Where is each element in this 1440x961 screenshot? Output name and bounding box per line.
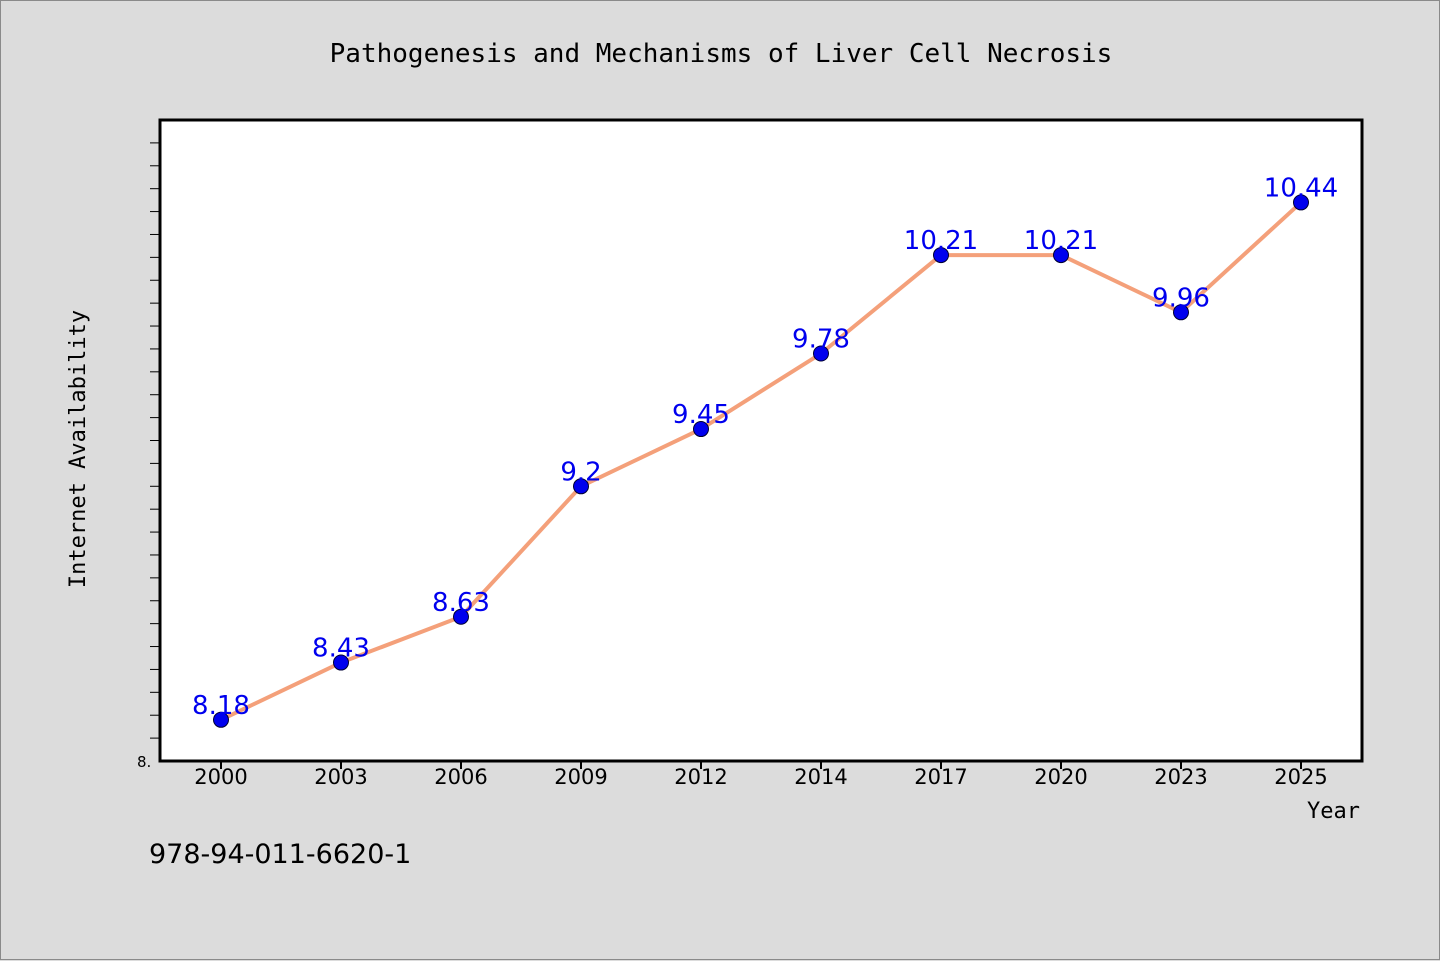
y-axis-label: Internet Availability [66,310,91,588]
x-tick-label: 2012 [674,765,727,789]
data-point [933,247,949,264]
y-axis-min-label: 8. [137,753,151,771]
data-point [213,711,229,728]
x-tick-label: 2006 [434,765,487,789]
x-tick-label: 2009 [554,765,607,789]
data-point [813,345,829,362]
series-line [220,200,1303,722]
data-label: 9.45 [672,400,730,430]
data-point [453,608,469,625]
data-label: 8.18 [192,691,250,721]
data-point [1293,194,1309,211]
x-tick-label: 2025 [1274,765,1327,789]
x-tick-label: 2020 [1034,765,1087,789]
data-label: 9.96 [1152,283,1210,313]
data-point [693,421,709,438]
data-point [1053,247,1069,264]
x-tick-label: 2017 [914,765,967,789]
data-label: 10.44 [1264,173,1338,203]
x-tick-label: 2000 [194,765,247,789]
isbn-text: 978-94-011-6620-1 [149,839,411,870]
x-tick-label: 2014 [794,765,847,789]
y-axis-ticks [150,142,160,739]
data-point [333,654,349,671]
data-point [1173,304,1189,321]
data-label: 8.63 [432,588,490,618]
x-tick-label: 2003 [314,765,367,789]
data-label: 10.21 [904,226,978,256]
x-axis-label: Year [1307,799,1360,824]
data-label: 9.78 [792,325,850,355]
series-line-group: 8.18 8.43 8.63 9.2 9.45 9.78 10.21 10.21 9.96 10.… [192,173,1338,728]
data-point [573,478,589,495]
data-label: 8.43 [312,634,370,664]
chart-title: Pathogenesis and Mechanisms of Liver Cel… [330,39,1113,69]
x-tick-label: 2023 [1154,765,1207,789]
data-label: 9.2 [560,457,601,487]
data-label: 10.21 [1024,226,1098,256]
x-axis-ticks: 2000 2003 2006 2009 2012 2014 2017 2020 2023 2025 [194,761,1328,789]
